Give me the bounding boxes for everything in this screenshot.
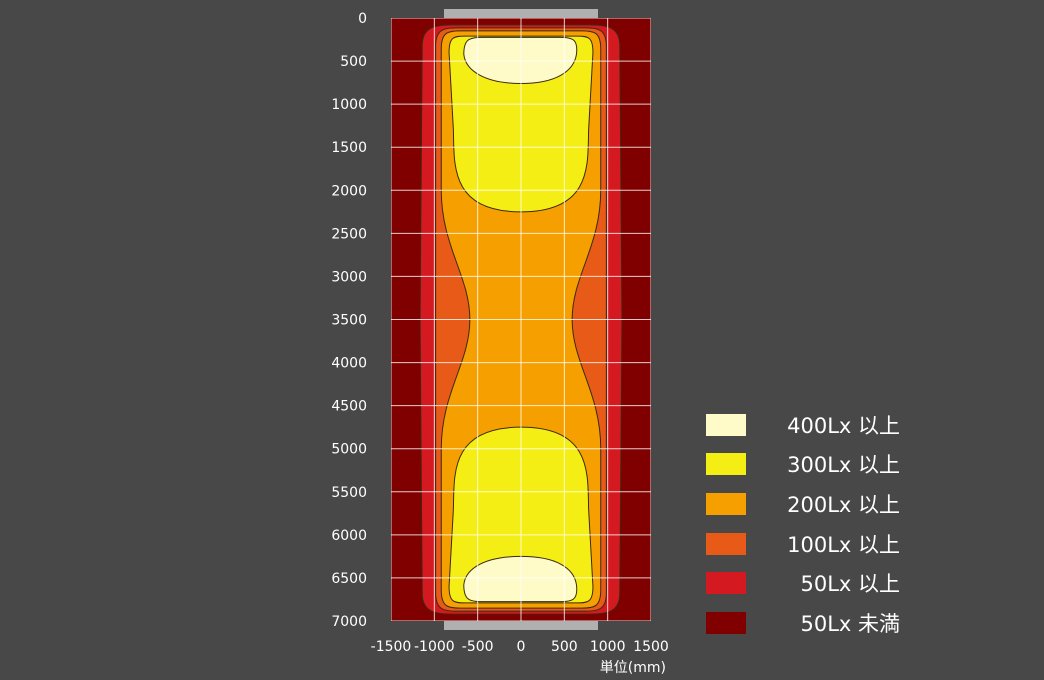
luminaire-top [444, 9, 598, 18]
legend-label: 200Lx 以上 [787, 492, 900, 517]
y-tick-label: 6500 [331, 571, 367, 587]
legend-swatch [706, 611, 746, 634]
y-tick-label: 3000 [331, 269, 367, 285]
y-tick-label: 1000 [331, 97, 367, 113]
y-tick-label: 4500 [331, 399, 367, 415]
legend-item: 200Lx 以上 [706, 484, 900, 524]
legend-label: 300Lx 以上 [787, 453, 900, 478]
legend-swatch [706, 413, 746, 436]
y-tick-label: 6000 [331, 528, 367, 544]
legend-label: 50Lx 以上 [800, 572, 900, 597]
legend-item: 100Lx 以上 [706, 524, 900, 564]
legend: 400Lx 以上 300Lx 以上 200Lx 以上 100Lx 以上 50Lx 以上 5… [706, 405, 900, 643]
y-tick-label: 2000 [331, 183, 367, 199]
legend-label: 100Lx 以上 [787, 532, 900, 557]
y-tick-label: 5000 [331, 442, 367, 458]
x-tick-label: 1500 [633, 639, 669, 655]
legend-item: 50Lx 以上 [706, 563, 900, 603]
x-tick-label: 1000 [590, 639, 626, 655]
region-400lx-lower [464, 556, 577, 601]
y-tick-label: 500 [340, 54, 367, 70]
legend-swatch [706, 572, 746, 595]
y-tick-label: 2500 [331, 226, 367, 242]
x-tick-label: -1500 [371, 639, 412, 655]
y-tick-label: 4000 [331, 356, 367, 372]
x-tick-label: -1000 [414, 639, 455, 655]
legend-item: 400Lx 以上 [706, 405, 900, 445]
y-tick-label: 1500 [331, 140, 367, 156]
luminaire-bottom [444, 621, 598, 630]
legend-swatch [706, 532, 746, 555]
plot-area [391, 18, 651, 621]
y-tick-label: 7000 [331, 614, 367, 630]
y-tick-label: 3500 [331, 313, 367, 329]
legend-item: 300Lx 以上 [706, 445, 900, 485]
legend-swatch [706, 492, 746, 515]
legend-label: 400Lx 以上 [787, 413, 900, 438]
region-400lx-upper [464, 37, 577, 83]
legend-item: 50Lx 未満 [706, 603, 900, 643]
unit-label: 単位(mm) [600, 660, 666, 676]
y-tick-label: 5500 [331, 485, 367, 501]
legend-swatch [706, 453, 746, 476]
x-tick-label: 500 [551, 639, 578, 655]
x-tick-label: -500 [462, 639, 494, 655]
x-tick-label: 0 [517, 639, 526, 655]
y-tick-label: 0 [358, 11, 367, 27]
legend-label: 50Lx 未満 [800, 611, 900, 636]
grid [391, 18, 651, 621]
